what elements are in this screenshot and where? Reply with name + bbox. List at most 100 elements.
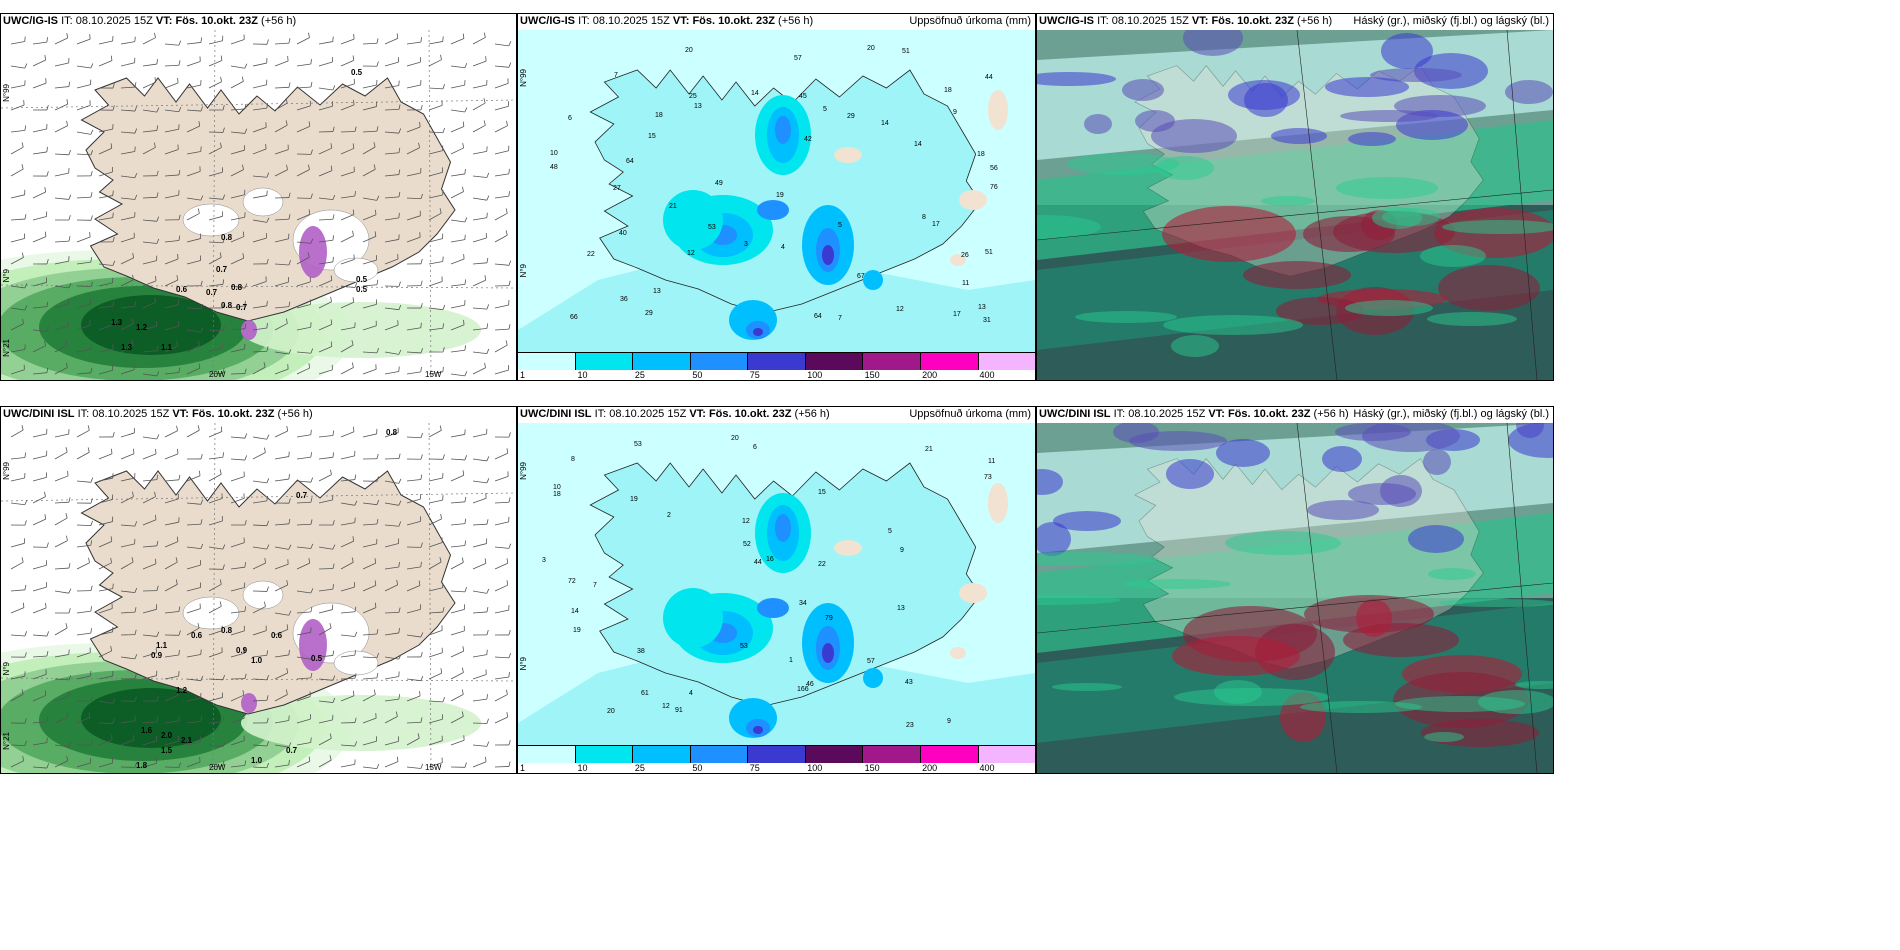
wind-barbs (10, 32, 512, 377)
convection-cell (241, 693, 257, 713)
panel-wind-igis: UWC/IG-IS IT: 08.10.2025 15Z VT: Fös. 10… (0, 13, 517, 381)
precip-value-label: 2 (667, 512, 671, 519)
lat-label: N°9 (2, 662, 11, 676)
panel-title: Háský (gr.), miðský (fj.bl.) og lágský (… (1353, 408, 1549, 420)
glacier (333, 257, 379, 283)
mid-cloud-patch (1225, 531, 1341, 555)
precip-value-label: 64 (814, 313, 822, 320)
mid-cloud-patch (1037, 552, 1158, 566)
low-cloud-patch (1438, 265, 1540, 311)
precip-value-label: 15 (818, 489, 826, 496)
colorbar-cell (633, 746, 691, 763)
precip-value-label: 44 (754, 559, 762, 566)
precip-value-label: 10 (550, 150, 558, 157)
convection-cell (299, 619, 327, 671)
precip-value-label: 22 (587, 251, 595, 258)
precip-value-label: 9 (947, 718, 951, 725)
colorbar-cell (805, 353, 864, 370)
precip-value-label: 13 (653, 288, 661, 295)
glacier (242, 580, 284, 610)
precip-value-label: 49 (715, 180, 723, 187)
high-cloud-patch (1053, 511, 1121, 531)
precip-value-label: 44 (985, 74, 993, 81)
panel-precip-igis: UWC/IG-IS IT: 08.10.2025 15Z VT: Fös. 10… (517, 13, 1036, 381)
colorbar-level-label: 100 (807, 370, 823, 380)
panel-header: UWC/IG-IS IT: 08.10.2025 15Z VT: Fös. 10… (3, 15, 297, 27)
lon-label: 15W (425, 370, 442, 379)
precip-value-label: 6 (568, 115, 572, 122)
convection-cell (299, 226, 327, 278)
glacier (333, 650, 379, 676)
lat-label: N°99 (2, 462, 11, 480)
precip-value-label: 16 (766, 556, 774, 563)
wind-value-label: 0.7 (236, 303, 248, 312)
precip-value-label: 57 (867, 658, 875, 665)
precip-value-label: 7 (838, 315, 842, 322)
lat-label: N°21 (2, 732, 11, 750)
mid-cloud-patch (1171, 335, 1219, 357)
high-cloud-patch (1228, 80, 1300, 110)
precip-area (753, 328, 763, 336)
lon-label: 20W (209, 763, 226, 772)
wind-value-label: 0.8 (386, 428, 398, 437)
wind-value-label: 0.5 (351, 68, 363, 77)
precip-value-label: 9 (953, 109, 957, 116)
mid-cloud-patch (1372, 207, 1422, 229)
cloud-map (1037, 30, 1553, 380)
colorbar-level-label: 75 (749, 370, 760, 380)
high-cloud-patch (1037, 469, 1063, 495)
mid-cloud-patch (1442, 220, 1553, 234)
high-cloud-patch (1151, 119, 1237, 153)
high-cloud-patch (1508, 423, 1553, 458)
precip-value-label: 18 (977, 151, 985, 158)
precip-value-label: 15 (648, 133, 656, 140)
wind-value-label: 0.5 (356, 275, 368, 284)
colorbar-level-label: 10 (577, 370, 588, 380)
precip-value-label: 45 (799, 93, 807, 100)
colorbar-level-label: 100 (807, 763, 823, 773)
wind-value-label: 2.0 (161, 731, 173, 740)
mid-cloud-patch (1075, 311, 1177, 323)
precip-value-label: 20 (607, 708, 615, 715)
colorbar-cell (690, 746, 749, 763)
colorbar-level-label: 50 (692, 763, 703, 773)
mid-cloud-patch (1052, 683, 1122, 691)
precip-value-label: 14 (751, 90, 759, 97)
colorbar-cell (978, 746, 1035, 763)
high-cloud-patch (1307, 500, 1379, 520)
colorbar: 1 10 25 50 75 100 150 200 400 (518, 352, 1035, 380)
high-cloud-patch (1129, 431, 1227, 451)
wind-barbs (10, 425, 512, 770)
high-cloud-patch (1380, 475, 1422, 507)
precip-area (757, 598, 789, 618)
precip-value-label: 8 (922, 214, 926, 221)
colorbar-level-label: 400 (979, 370, 995, 380)
precip-value-label: 48 (550, 164, 558, 171)
mid-cloud-patch (1420, 245, 1486, 267)
precip-value-label: 19 (573, 627, 581, 634)
precip-area (663, 190, 723, 250)
high-cloud-patch (1370, 68, 1462, 82)
panel-cloud-dini: UWC/DINI ISL IT: 08.10.2025 15Z VT: Fös.… (1036, 406, 1554, 774)
wind-value-label: 0.7 (216, 265, 228, 274)
high-cloud-patch (1381, 33, 1433, 69)
precip-value-label: 12 (896, 306, 904, 313)
mid-cloud-patch (1427, 312, 1517, 326)
wind-map: 0.8 0.7 1.1 0.9 0.6 0.8 0.9 1.0 1.2 1.6 2.0 2.1 1.8 1… (1, 423, 516, 773)
precip-value-label: 52 (743, 541, 751, 548)
wind-value-label: 0.6 (191, 631, 203, 640)
colorbar-cell (920, 746, 979, 763)
precip-value-label: 20 (685, 47, 693, 54)
precip-area (753, 726, 763, 734)
high-cloud-patch (1166, 459, 1214, 489)
colorbar-cell (748, 746, 806, 763)
precip-value-label: 53 (634, 441, 642, 448)
lat-label: N°21 (2, 339, 11, 357)
precip-value-label: 12 (662, 703, 670, 710)
precip-value-label: 1 (789, 657, 793, 664)
precip-value-label: 9 (900, 547, 904, 554)
mid-cloud-patch (1174, 688, 1330, 706)
precip-value-label: 29 (847, 113, 855, 120)
wind-value-label: 1.0 (251, 656, 263, 665)
precip-value-labels: 3651110971512211613201819384672345357437… (542, 435, 995, 729)
